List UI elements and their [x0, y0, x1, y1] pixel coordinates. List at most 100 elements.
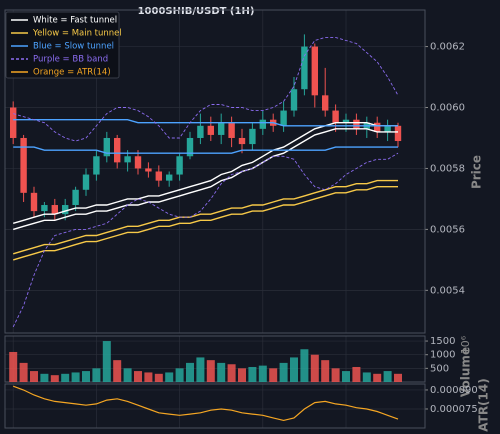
indicator-line	[13, 179, 398, 255]
y-axis-label: ATR(14)	[477, 378, 491, 431]
panel-frame	[4, 383, 426, 429]
volume-bar	[279, 362, 288, 382]
volume-bar	[9, 351, 18, 382]
candle-body	[155, 171, 162, 181]
volume-bar	[258, 365, 267, 382]
candle-body	[228, 122, 235, 138]
volume-bar	[134, 371, 142, 382]
volume-bar	[238, 368, 246, 382]
candle-body	[322, 95, 329, 111]
volume-bar	[248, 366, 257, 382]
volume-bar	[92, 368, 101, 382]
candle-body	[332, 110, 339, 123]
indicator-line	[13, 119, 398, 127]
y-tick-label: 0.000090	[430, 385, 478, 396]
indicator-line	[13, 128, 398, 231]
volume-bar	[227, 364, 236, 382]
volume-bar	[165, 372, 174, 382]
volume-bar	[290, 357, 298, 382]
volume-bar	[61, 373, 70, 382]
volume-bar	[186, 362, 194, 382]
indicator-line	[12, 152, 399, 328]
volume-bar	[394, 373, 402, 382]
y-tick-label: 0.0062	[430, 42, 465, 53]
candle-body	[197, 125, 204, 138]
candle-body	[353, 119, 360, 129]
volume-bar	[383, 371, 392, 382]
candle-body	[176, 156, 183, 175]
legend-box	[5, 11, 120, 79]
volume-bar	[352, 366, 361, 382]
candle-body	[114, 137, 121, 163]
y-tick-label: 0.0060	[430, 103, 465, 114]
candle-body	[301, 46, 308, 90]
volume-bar	[269, 368, 278, 382]
candle-body	[290, 89, 298, 111]
y-axis-label: Price	[470, 155, 484, 189]
volume-bar	[196, 357, 205, 382]
volume-bar	[373, 373, 382, 382]
chart-title: 1000SHIB/USDT (1H)	[138, 6, 255, 17]
volume-bar	[30, 371, 38, 382]
y-axis-label: Volume	[459, 347, 473, 397]
candle-body	[82, 174, 90, 190]
candle-body	[249, 128, 256, 145]
y-tick-label: 0.0058	[430, 163, 465, 174]
candle-body	[20, 137, 27, 193]
volume-bar	[175, 368, 184, 382]
candle-body	[394, 125, 402, 142]
candle-body	[342, 119, 350, 123]
legend-label: Orange = ATR(14)	[33, 68, 111, 78]
candle-body	[103, 137, 110, 157]
volume-bar	[331, 368, 340, 382]
y-tick-label: 0.0054	[430, 285, 465, 296]
volume-bar	[50, 375, 59, 382]
candle-body	[10, 107, 17, 138]
candle-body	[134, 156, 142, 169]
legend-label: Yellow = Main tunnel	[32, 29, 122, 39]
volume-bar	[102, 341, 111, 382]
panel-frame	[4, 335, 426, 383]
indicator-line	[13, 122, 398, 224]
candle-body	[280, 110, 287, 126]
candle-body	[51, 205, 58, 215]
panel-frame	[4, 9, 426, 334]
candle-body	[374, 122, 381, 132]
volume-bar	[123, 368, 132, 382]
indicator-line	[13, 186, 398, 261]
y-tick-label: 1500	[430, 336, 455, 347]
volume-bar	[19, 362, 28, 382]
volume-bar	[206, 360, 215, 382]
candle-body	[145, 168, 152, 172]
candle-body	[218, 122, 225, 135]
candle-body	[384, 125, 391, 132]
candle-body	[238, 137, 246, 145]
y-tick-label: 0.000075	[430, 404, 478, 415]
candle-body	[186, 137, 194, 157]
candle-body	[62, 205, 69, 215]
candle-body	[93, 156, 100, 175]
volume-bar	[113, 360, 122, 382]
volume-bar	[300, 349, 309, 382]
volume-bar	[82, 371, 90, 382]
volume-bar	[342, 371, 350, 382]
offset-label: 10⁶	[459, 335, 472, 354]
candle-body	[259, 119, 266, 129]
indicator-line	[13, 36, 399, 142]
volume-bar	[362, 372, 371, 382]
candle-body	[30, 192, 38, 212]
indicator-line	[13, 146, 398, 154]
y-tick-label: 0.0056	[430, 224, 465, 235]
volume-bar	[310, 354, 319, 382]
atr-line	[12, 385, 399, 422]
legend-label: Blue = Slow tunnel	[33, 42, 114, 52]
volume-bar	[144, 372, 153, 382]
candle-body	[311, 46, 318, 96]
volume-bar	[71, 372, 80, 382]
legend-label: White = Fast tunnel	[33, 16, 117, 26]
volume-bar	[321, 360, 330, 382]
candle-body	[72, 189, 79, 206]
y-tick-label: 500	[430, 363, 449, 374]
